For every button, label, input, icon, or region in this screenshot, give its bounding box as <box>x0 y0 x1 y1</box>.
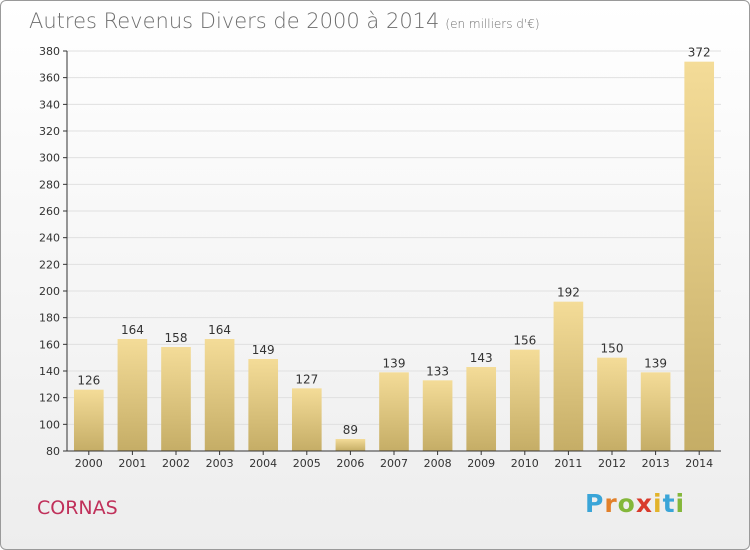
data-label: 89 <box>343 423 358 437</box>
axes: 80 100 120 140 160 180 200 220 240 260 280 300 320 34… <box>39 45 721 470</box>
bar <box>509 349 540 451</box>
bar <box>422 380 453 451</box>
y-tick-label: 100 <box>39 418 60 431</box>
logo-letter: o <box>617 489 636 518</box>
x-tick-label: 2005 <box>293 457 321 470</box>
logo-letter: i <box>675 489 686 518</box>
data-label: 164 <box>121 323 144 337</box>
data-label: 149 <box>252 343 275 357</box>
y-tick-label: 340 <box>39 98 60 111</box>
chart-title-text: Autres Revenus Divers de 2000 à 2014 <box>29 9 440 33</box>
y-tick-label: 380 <box>39 45 60 58</box>
chart-title: Autres Revenus Divers de 2000 à 2014 (en … <box>29 9 540 33</box>
x-tick-label: 2000 <box>75 457 103 470</box>
y-tick-label: 80 <box>46 445 60 458</box>
bar <box>291 388 322 451</box>
data-label: 372 <box>688 46 711 60</box>
x-tick-label: 2006 <box>336 457 364 470</box>
y-tick-label: 360 <box>39 72 60 85</box>
logo-letter: x <box>635 489 653 518</box>
y-tick-label: 240 <box>39 232 60 245</box>
x-tick-label: 2011 <box>554 457 582 470</box>
chart-unit: (en milliers d'€) <box>445 17 540 31</box>
logo-letter: t <box>662 489 676 518</box>
x-tick-label: 2003 <box>206 457 234 470</box>
x-tick-label: 2008 <box>424 457 452 470</box>
y-tick-label: 180 <box>39 312 60 325</box>
logo-letter: i <box>653 489 663 518</box>
y-tick-label: 160 <box>39 338 60 351</box>
bars <box>73 61 715 452</box>
bar <box>204 339 235 451</box>
data-label: 192 <box>557 286 580 300</box>
bar <box>684 61 715 452</box>
x-tick-label: 2001 <box>118 457 146 470</box>
data-label: 139 <box>644 356 667 370</box>
bar <box>161 347 191 451</box>
proxiti-logo: Proxiti <box>585 489 685 518</box>
x-tick-label: 2002 <box>162 457 190 470</box>
y-tick-label: 320 <box>39 125 60 138</box>
bar <box>379 372 409 451</box>
y-tick-label: 220 <box>39 258 60 271</box>
logo-letter: P <box>585 489 605 518</box>
bar <box>466 367 497 451</box>
bar <box>597 357 627 451</box>
data-label: 127 <box>295 372 318 386</box>
data-labels: 126 164 158 164 149 127 89 139 133 143 156 192 150 13… <box>77 46 710 437</box>
data-label: 143 <box>470 351 493 365</box>
y-tick-label: 260 <box>39 205 60 218</box>
x-tick-label: 2012 <box>598 457 626 470</box>
logo-letter: r <box>604 489 618 518</box>
bar <box>117 339 148 451</box>
bar <box>640 372 671 451</box>
y-tick-label: 280 <box>39 178 60 191</box>
y-tick-label: 300 <box>39 152 60 165</box>
y-tick-label: 200 <box>39 285 60 298</box>
x-tick-label: 2004 <box>249 457 277 470</box>
commune-name: CORNAS <box>37 497 118 519</box>
data-label: 139 <box>383 356 406 370</box>
x-tick-label: 2009 <box>467 457 495 470</box>
bar <box>553 301 584 451</box>
x-tick-label: 2014 <box>685 457 713 470</box>
data-label: 150 <box>601 342 624 356</box>
data-label: 158 <box>165 331 188 345</box>
x-tick-label: 2007 <box>380 457 408 470</box>
bar <box>248 359 279 451</box>
x-tick-label: 2013 <box>642 457 670 470</box>
data-label: 126 <box>77 374 100 388</box>
data-label: 156 <box>513 334 536 348</box>
y-tick-label: 120 <box>39 392 60 405</box>
y-tick-label: 140 <box>39 365 60 378</box>
x-tick-label: 2010 <box>511 457 539 470</box>
bar <box>335 439 366 451</box>
bar <box>73 389 104 451</box>
data-label: 133 <box>426 364 449 378</box>
data-label: 164 <box>208 323 231 337</box>
